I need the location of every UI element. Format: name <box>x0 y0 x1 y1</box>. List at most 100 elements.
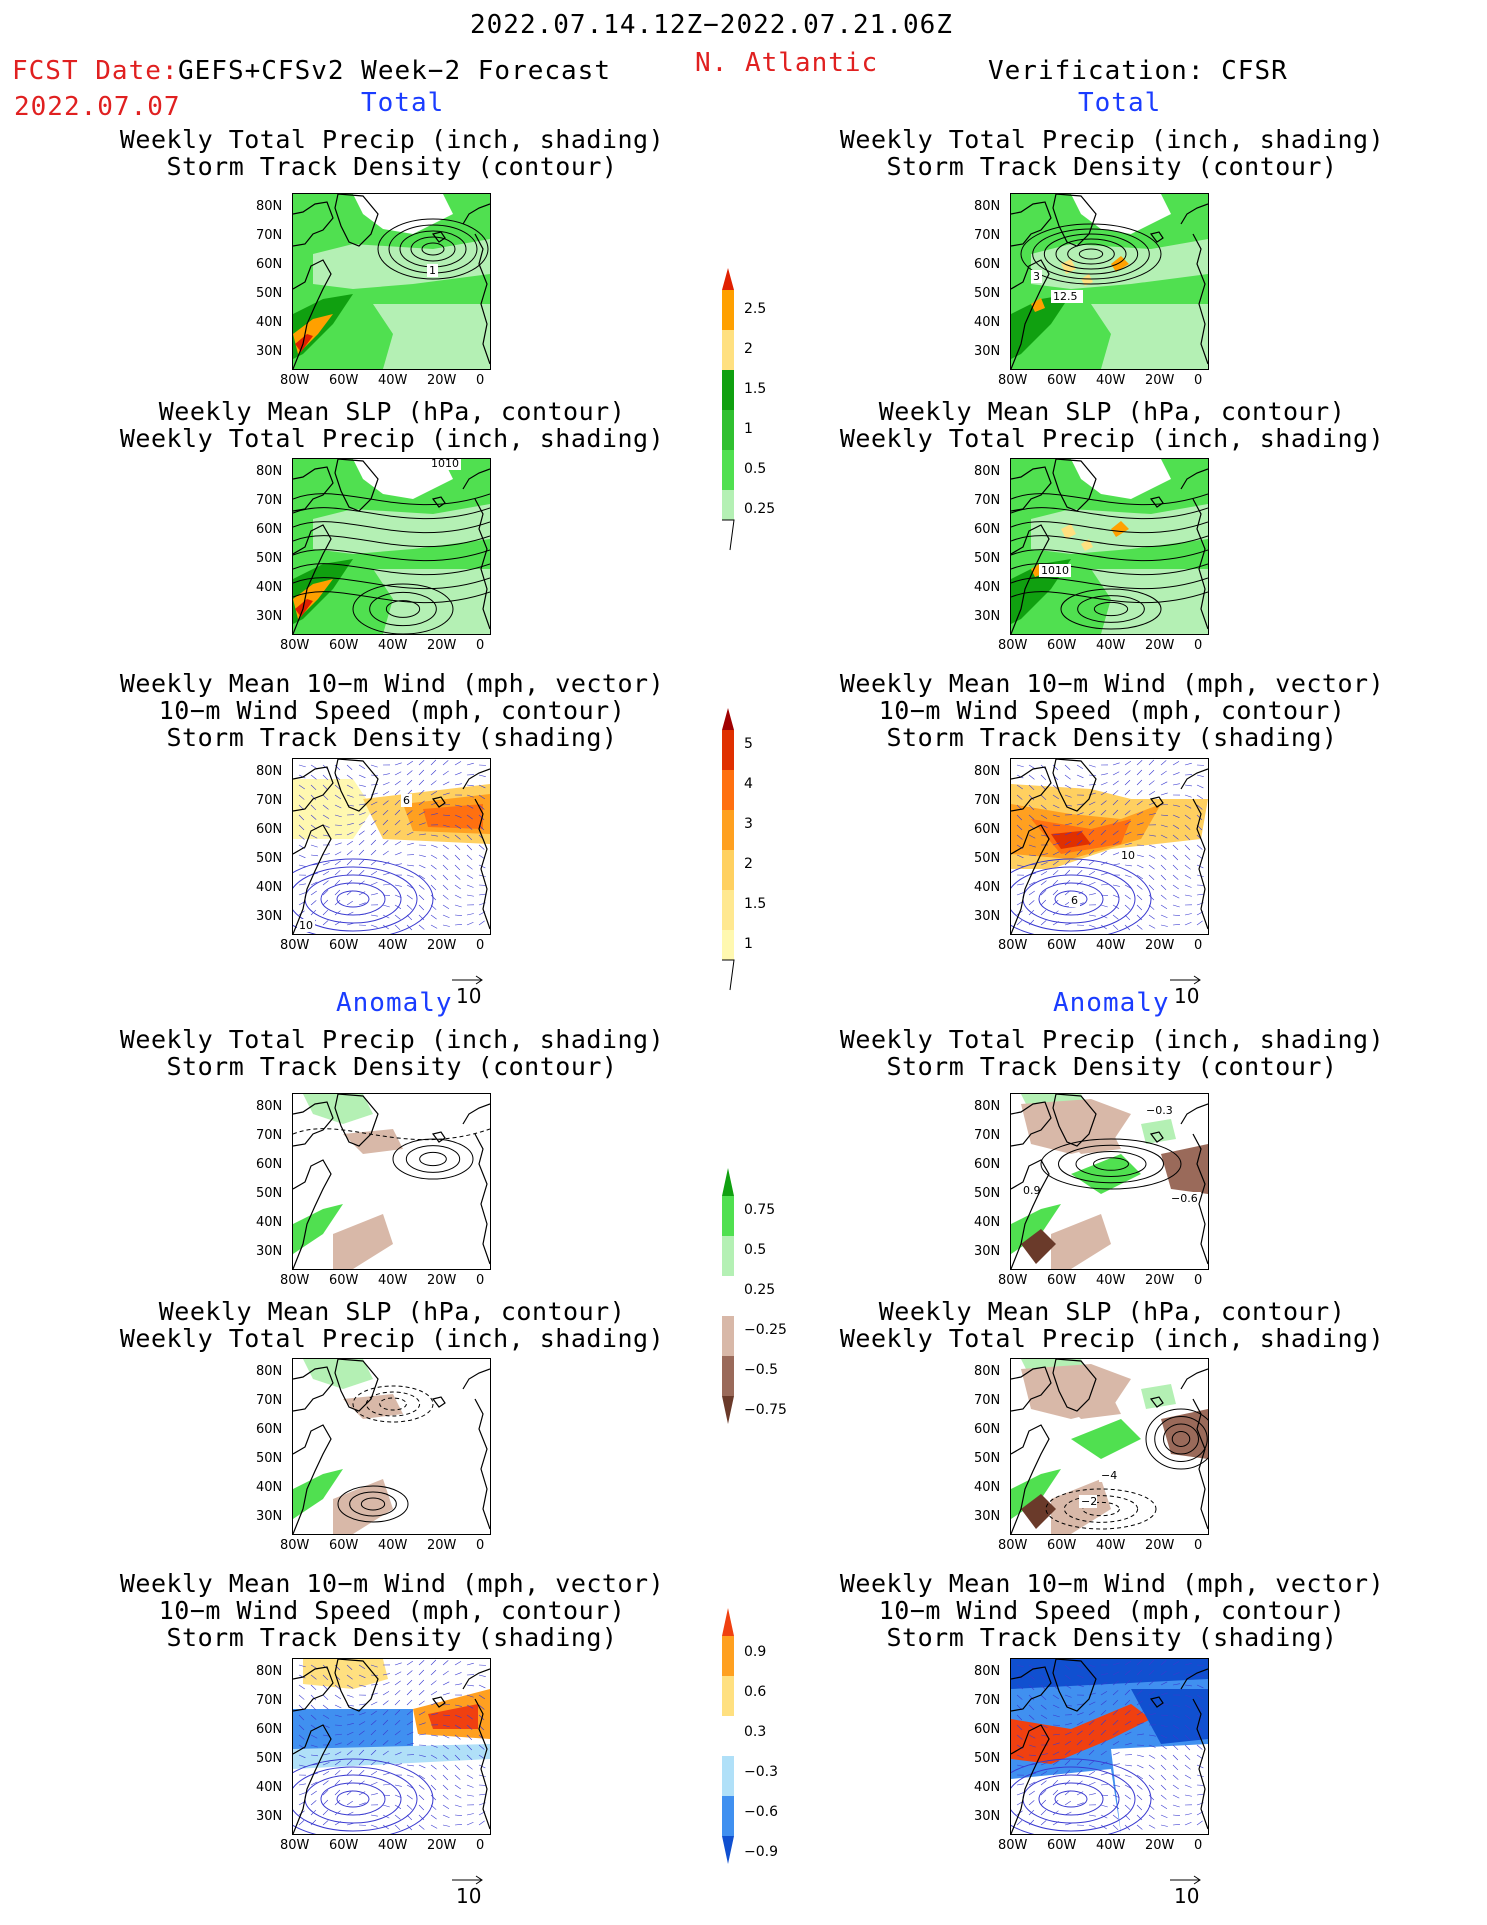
panel-title-line: Weekly Mean SLP (hPa, contour) <box>158 397 626 426</box>
coastline <box>293 1666 334 1712</box>
wind-vector <box>454 1784 461 1790</box>
wind-vector <box>370 924 378 928</box>
wind-vector <box>1052 1733 1060 1736</box>
wind-vector <box>1100 1729 1107 1736</box>
coastline <box>1011 1159 1050 1269</box>
wind-vector <box>1040 1789 1047 1796</box>
wind-vector <box>1148 1744 1156 1748</box>
wind-vector <box>1028 881 1036 886</box>
coastline <box>1011 766 1052 812</box>
wind-speed-contour <box>293 1758 434 1834</box>
wind-vector <box>1028 1790 1035 1796</box>
coastline <box>1192 233 1208 365</box>
wind-vector <box>1160 1703 1168 1706</box>
lon-tick-label: 20W <box>1145 373 1175 388</box>
wind-vector <box>1040 814 1048 819</box>
wind-vector <box>442 803 450 806</box>
wind-vector <box>394 771 402 776</box>
wind-vector <box>442 924 450 927</box>
wind-vector <box>1112 799 1119 806</box>
wind-vector <box>334 1770 341 1776</box>
wind-vector <box>430 769 437 776</box>
wind-vector <box>1076 1759 1083 1766</box>
wind-vector <box>1136 894 1143 901</box>
lat-tick-label: 50N <box>256 286 283 301</box>
wind-vector <box>382 1740 389 1746</box>
panel-title-line: Storm Track Density (contour) <box>166 152 618 181</box>
wind-vector <box>310 1734 318 1739</box>
wind-vector <box>418 894 425 901</box>
wind-vector <box>346 1731 354 1736</box>
track-anom-shading <box>293 1709 413 1759</box>
wind-vector <box>394 762 402 766</box>
wind-vector <box>1148 1764 1155 1770</box>
lon-tick-label: 20W <box>427 938 457 953</box>
cbar-anom-track-label: −0.6 <box>744 1804 778 1820</box>
wind-vector <box>1112 830 1119 836</box>
wind-vector <box>478 1694 486 1700</box>
wind-vector <box>298 1664 306 1668</box>
wind-vector <box>1112 1784 1120 1787</box>
wind-vector <box>1076 849 1083 856</box>
wind-vector <box>298 1820 305 1826</box>
wind-vector <box>1088 839 1095 846</box>
wind-speed-contour <box>336 1790 370 1808</box>
wind-vector <box>454 884 461 890</box>
wind-vector <box>430 759 437 766</box>
reference-vector-label: 10 <box>456 984 482 1008</box>
wind-vector <box>442 914 450 919</box>
wind-vector <box>1112 1730 1119 1736</box>
wind-vector <box>358 1740 365 1746</box>
wind-vector <box>1076 764 1084 770</box>
wind-vector <box>1112 1662 1120 1666</box>
lon-tick-label: 80W <box>998 938 1028 953</box>
wind-vector <box>1088 1781 1096 1786</box>
wind-vector <box>1112 771 1120 776</box>
wind-vector <box>418 1764 426 1769</box>
wind-vector <box>1136 811 1144 816</box>
contour-label: 1010 <box>429 459 461 470</box>
coastline <box>1052 1359 1097 1412</box>
panel-title-line: Storm Track Density (contour) <box>886 1052 1338 1081</box>
wind-vector <box>1100 1691 1108 1696</box>
wind-vector <box>1160 1764 1167 1771</box>
wind-vector <box>454 904 462 908</box>
wind-vector <box>478 874 486 878</box>
wind-vector <box>310 1684 317 1691</box>
wind-vector <box>1088 1720 1095 1726</box>
wind-vector <box>454 1744 461 1751</box>
isobar-high <box>369 591 437 627</box>
wind-vector <box>1052 833 1060 836</box>
coastline <box>293 824 332 934</box>
wind-vector <box>1148 924 1156 929</box>
wind-vector <box>1088 829 1095 836</box>
wind-vector <box>322 1714 330 1719</box>
wind-vector <box>1172 904 1180 908</box>
precip-max <box>1061 524 1076 539</box>
lat-tick-label: 50N <box>974 851 1001 866</box>
lat-tick-label: 80N <box>974 464 1001 479</box>
wind-vector <box>406 770 413 776</box>
wind-vector <box>454 1804 462 1808</box>
precip-heavy <box>1011 294 1071 359</box>
coastline <box>293 1159 332 1269</box>
contour-label: −4 <box>1099 1469 1117 1482</box>
cbar-anom-precip-label: −0.5 <box>744 1362 778 1378</box>
lon-tick-label: 80W <box>998 373 1028 388</box>
wind-vector <box>1076 1703 1084 1706</box>
wind-vector <box>1196 794 1204 800</box>
cbar-total-track-label: 2 <box>744 856 753 872</box>
track-contour <box>1078 248 1104 260</box>
wind-vector <box>298 774 306 779</box>
panel-title: Weekly Mean 10−m Wind (mph, vector) 10−m … <box>82 670 702 751</box>
wind-vector <box>1052 899 1059 906</box>
isobar-anom <box>360 1497 386 1511</box>
wind-vector <box>1088 810 1095 816</box>
wind-vector <box>454 804 462 807</box>
wind-vector <box>1064 1723 1072 1726</box>
wind-vector <box>1016 854 1024 859</box>
coastline <box>462 468 490 490</box>
wind-vector <box>1016 784 1023 790</box>
wind-vector <box>1112 1690 1119 1696</box>
wind-vector <box>430 834 438 837</box>
